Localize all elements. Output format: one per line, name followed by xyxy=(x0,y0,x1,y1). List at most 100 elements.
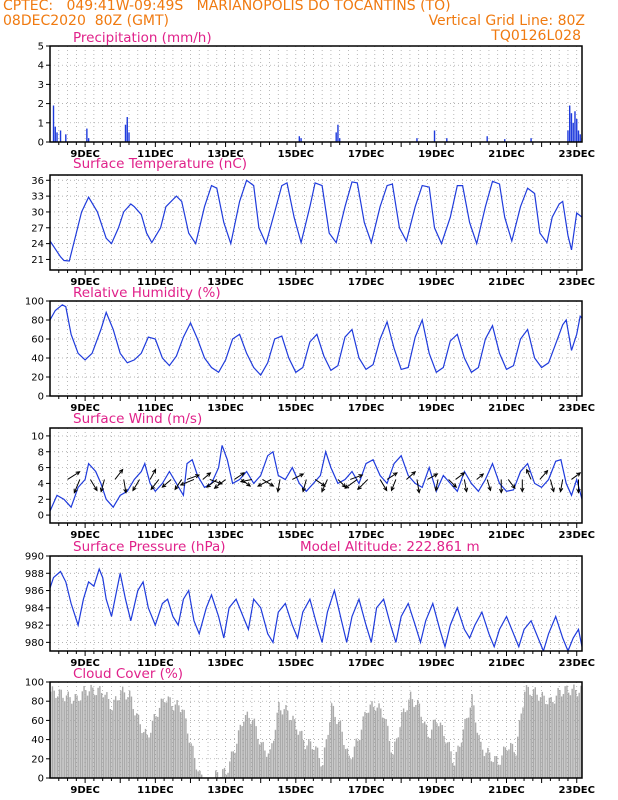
precip-xtick-label: 15DEC xyxy=(278,149,314,160)
cloud-bar xyxy=(83,686,85,778)
pressure-ytick-label: 982 xyxy=(25,621,44,632)
temp-xtick-label: 23DEC xyxy=(559,277,595,288)
pressure-xtick-label: 23DEC xyxy=(559,658,595,669)
cloud-bar xyxy=(334,716,336,778)
wind-vector-head xyxy=(499,488,504,494)
cloud-ytick-label: 0 xyxy=(38,774,44,785)
cloud-bar xyxy=(476,732,479,778)
cloud-bar xyxy=(330,703,333,778)
cloud-bar xyxy=(337,721,340,778)
cloud-bar xyxy=(288,720,291,778)
cloud-bar xyxy=(295,729,298,778)
cloud-bar xyxy=(158,707,161,778)
cloud-bar xyxy=(460,742,463,778)
cloud-bar xyxy=(343,745,345,778)
cloud-bar xyxy=(562,693,565,778)
precip-bar xyxy=(570,113,573,142)
cloud-bar xyxy=(116,700,119,778)
cloud-bar xyxy=(311,749,314,778)
cloud-bar xyxy=(534,687,536,778)
rh-frame xyxy=(49,300,583,397)
precip-bar xyxy=(576,118,578,142)
cloud-bar xyxy=(332,705,335,778)
wind-vector-head xyxy=(416,488,421,494)
cloud-bar xyxy=(471,694,473,778)
cloud-bar xyxy=(502,746,505,778)
wind-vector-head xyxy=(179,481,185,486)
wind-vector-head xyxy=(344,484,350,489)
rh-xtick-label: 11DEC xyxy=(137,403,173,414)
wind-vector-head xyxy=(452,483,458,488)
cloud-bar xyxy=(518,720,521,778)
wind-vector xyxy=(549,479,555,492)
cloud-bar xyxy=(308,739,310,778)
temp-ytick-label: 24 xyxy=(31,239,44,250)
cloud-xtick-label: 11DEC xyxy=(137,785,173,796)
wind-vector-head xyxy=(205,483,211,488)
cloud-bar xyxy=(197,771,199,778)
cloud-bar xyxy=(71,703,73,778)
cloud-bar xyxy=(192,745,194,778)
cloud-bar xyxy=(374,710,377,778)
cloud-frame xyxy=(49,681,583,779)
precip-ytick-label: 5 xyxy=(38,42,44,53)
cloud-bar xyxy=(445,743,447,778)
precip-bar xyxy=(54,126,56,142)
cloud-bar xyxy=(522,707,524,778)
cloud-bar xyxy=(408,699,410,778)
cloud-bar xyxy=(111,710,113,778)
cloud-bar xyxy=(193,757,196,778)
wind-panel: Surface Wind (m/s) 0 2 4 6 8 10 9DEC 11DEC 13DEC 1… xyxy=(31,411,595,541)
cloud-bar xyxy=(129,690,131,778)
wind-vector-head xyxy=(358,474,364,479)
rh-xtick-label: 13DEC xyxy=(207,403,243,414)
pressure-xtick-label: 13DEC xyxy=(207,658,243,669)
rh-ytick-label: 20 xyxy=(31,373,44,384)
wind-vector xyxy=(89,479,98,491)
cloud-bar xyxy=(464,718,466,778)
cloud-bar xyxy=(236,743,238,778)
cloud-bar xyxy=(553,703,556,778)
cloud-bar xyxy=(86,695,89,778)
cloud-bar xyxy=(51,686,54,778)
cloud-bar xyxy=(504,747,507,778)
cloud-bar xyxy=(280,710,282,778)
wind-vector-head xyxy=(174,485,179,491)
cloud-bar xyxy=(353,746,356,778)
cloud-bar xyxy=(406,710,408,778)
wind-vector xyxy=(391,479,397,491)
wind-vector-head xyxy=(152,468,157,474)
cloud-bar xyxy=(560,696,563,778)
precip-bar xyxy=(59,130,62,142)
precip-bar xyxy=(56,132,58,142)
cloud-bar xyxy=(141,733,143,778)
rh-title: Relative Humidity (%) xyxy=(73,285,221,301)
cloud-bar xyxy=(102,697,105,778)
cloud-bar xyxy=(448,741,450,778)
cloud-bar xyxy=(569,695,572,778)
cloud-bar xyxy=(580,685,582,778)
wind-vector xyxy=(100,479,105,492)
precip-bar xyxy=(86,128,88,142)
precip-bar xyxy=(579,134,581,142)
wind-vector-head xyxy=(357,485,362,491)
cloud-bar xyxy=(248,717,250,778)
rh-ytick-label: 80 xyxy=(31,316,44,327)
cloud-bar xyxy=(327,734,329,778)
wind-vector-head xyxy=(479,473,485,478)
cloud-bar xyxy=(62,697,64,778)
wind-vector-head xyxy=(390,486,395,492)
cloud-bar xyxy=(459,746,461,778)
cloud-bar xyxy=(325,739,328,778)
precip-bar xyxy=(446,138,448,142)
wind-vector xyxy=(206,479,218,488)
cloud-bar xyxy=(264,750,266,778)
wind-title: Surface Wind (m/s) xyxy=(73,411,202,427)
wind-vector-head xyxy=(511,484,516,490)
cloud-bar xyxy=(446,742,449,778)
rh-ytick-label: 60 xyxy=(31,335,44,346)
cloud-bar xyxy=(123,692,126,778)
precip-bar xyxy=(339,138,341,142)
wind-vector xyxy=(571,472,581,480)
cloud-bar xyxy=(267,753,270,778)
